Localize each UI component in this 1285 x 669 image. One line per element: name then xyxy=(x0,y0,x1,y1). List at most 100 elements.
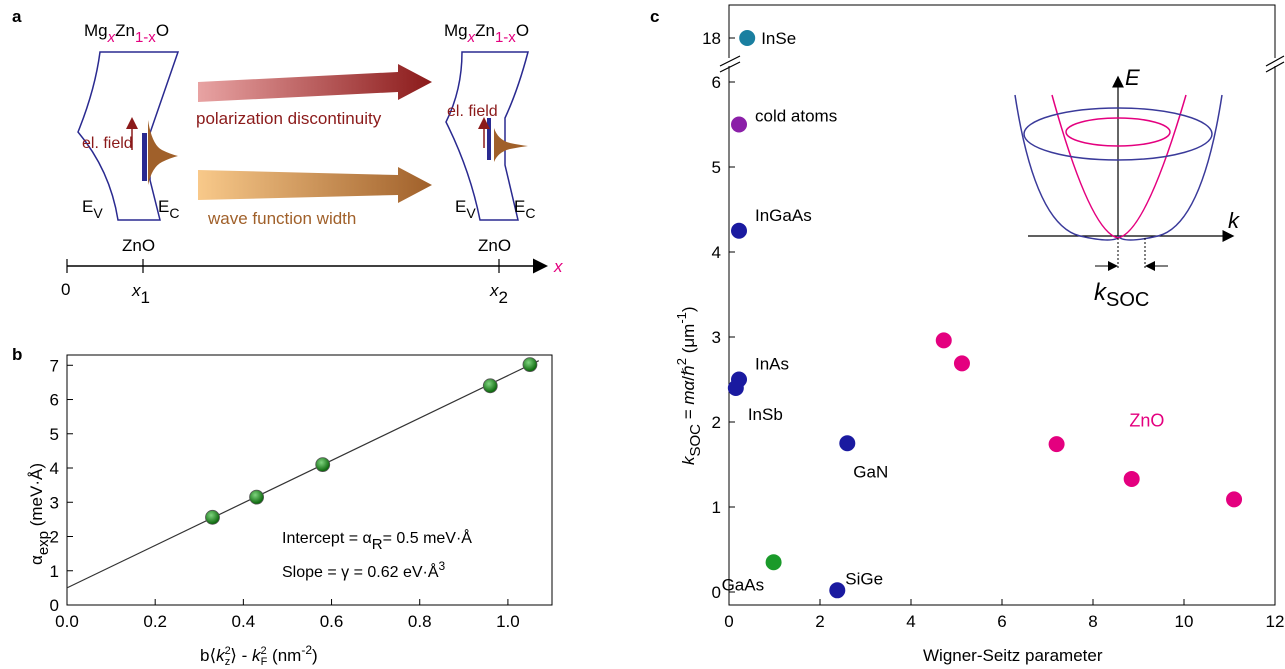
left-material-label: MgxZn1-xO xyxy=(84,21,169,46)
panel-b-ylabel: αexp (meV·Å) xyxy=(27,463,52,565)
c-xtick-label: 12 xyxy=(1266,612,1285,631)
wavefunction-label: wave function width xyxy=(207,209,356,228)
polarization-arrow xyxy=(198,64,432,102)
panel-c-frame xyxy=(728,4,1276,606)
c-xtick-label: 2 xyxy=(815,612,824,631)
intercept-annotation: Intercept = αR= 0.5 meV·Å xyxy=(282,528,472,553)
slope-annotation: Slope = γ = 0.62 eV·Å3 xyxy=(282,559,446,581)
inset-ksoc-label: kSOC xyxy=(1094,279,1149,311)
panel-a-zero-label: 0 xyxy=(61,280,70,299)
panel-b: b 0.0 0.2 0.4 0.6 0.8 1.0 0 1 2 3 4 5 6 7 Intercept =… xyxy=(12,345,553,668)
c-xtick-label: 10 xyxy=(1175,612,1194,631)
c-point-label: InSb xyxy=(748,405,783,424)
panel-a: a MgxZn1-xO el. field EV EC polarization… xyxy=(12,7,563,307)
panel-b-ticks: 0.0 0.2 0.4 0.6 0.8 1.0 0 1 2 3 4 5 6 7 xyxy=(50,356,520,631)
right-break-mark-2 xyxy=(1265,61,1285,73)
b-ytick-label: 4 xyxy=(50,459,59,478)
panel-c-ylabel: kSOC = mα/ℏ2 (μm-1) xyxy=(674,306,704,465)
c-data-point xyxy=(739,30,756,46)
right-material-label: MgxZn1-xO xyxy=(444,21,529,46)
c-point-label: GaAs xyxy=(722,575,765,594)
c-data-point xyxy=(1048,436,1065,453)
panel-b-xlabel: b⟨k2 z⟩ - k2 F (nm-2) xyxy=(200,643,318,668)
panel-b-points xyxy=(205,357,538,525)
c-point-label: InAs xyxy=(755,355,789,374)
c-ytick-label: 2 xyxy=(712,413,721,432)
right-field-label: el. field xyxy=(447,103,498,120)
left-ev-label: EV xyxy=(82,197,103,221)
inset-e-label: E xyxy=(1125,65,1140,90)
c-point-label: InGaAs xyxy=(755,206,812,225)
panel-b-frame xyxy=(66,354,553,606)
left-well xyxy=(142,133,147,181)
b-ytick-label: 3 xyxy=(50,493,59,512)
c-data-point xyxy=(1226,491,1243,508)
c-ytick-label: 3 xyxy=(712,328,721,347)
b-ytick-label: 1 xyxy=(50,562,59,581)
panel-b-letter: b xyxy=(12,345,22,364)
c-ytick-label: 5 xyxy=(712,158,721,177)
c-series-label: ZnO xyxy=(1129,410,1164,430)
x1-label: x1 xyxy=(131,281,150,307)
x2-material-label: ZnO xyxy=(478,236,511,255)
c-point-label: InSe xyxy=(761,29,796,48)
c-data-point xyxy=(765,554,782,571)
c-data-point xyxy=(731,116,748,133)
c-point-label: GaN xyxy=(853,462,888,481)
inset-dispersion: E k kSOC xyxy=(1014,65,1240,311)
b-ytick-label: 7 xyxy=(50,356,59,375)
polarization-label: polarization discontinuity xyxy=(196,109,382,128)
inset-inner-band xyxy=(1051,94,1187,239)
inset-outer-ellipse xyxy=(1023,107,1213,161)
c-data-point xyxy=(731,222,748,239)
left-break-mark-2 xyxy=(719,61,741,73)
right-well xyxy=(487,118,491,160)
inset-inner-ellipse xyxy=(1065,117,1171,147)
b-xtick-label: 1.0 xyxy=(496,612,520,631)
c-xtick-label: 8 xyxy=(1088,612,1097,631)
right-ec-label: EC xyxy=(514,197,535,221)
b-ytick-label: 2 xyxy=(50,528,59,547)
c-data-point xyxy=(953,355,970,372)
b-xtick-label: 0.4 xyxy=(232,612,256,631)
left-band-diagram xyxy=(77,51,180,221)
inset-k-label: k xyxy=(1228,208,1240,233)
c-point-label: cold atoms xyxy=(755,107,837,126)
panel-c-letter: c xyxy=(650,7,659,26)
c-ytick-label: 6 xyxy=(712,73,721,92)
c-ytick-break-label: 18 xyxy=(702,29,721,48)
panel-a-letter: a xyxy=(12,7,22,26)
b-ytick-label: 0 xyxy=(50,596,59,615)
c-data-point xyxy=(727,380,744,396)
b-xtick-label: 0.8 xyxy=(408,612,432,631)
b-xtick-label: 0.6 xyxy=(320,612,344,631)
panel-a-axis-var: x xyxy=(553,257,563,276)
panel-c-xlabel: Wigner-Seitz parameter xyxy=(923,646,1103,665)
right-break-gap xyxy=(1268,58,1282,66)
c-data-point xyxy=(829,582,846,599)
c-ytick-label: 0 xyxy=(712,583,721,602)
inset-right-band xyxy=(1117,94,1223,241)
panel-c-points: InSe cold atoms InGaAs InAs InSb GaN GaAs SiGe Z… xyxy=(722,29,1243,599)
c-xtick-label: 4 xyxy=(906,612,915,631)
c-data-point xyxy=(839,435,856,452)
c-data-point xyxy=(1123,470,1140,487)
right-band-diagram xyxy=(445,51,529,221)
x2-label: x2 xyxy=(489,281,508,307)
inset-left-band xyxy=(1014,94,1121,241)
c-point-label: SiGe xyxy=(845,569,883,588)
left-wavefunction xyxy=(148,120,178,185)
b-xtick-label: 0.2 xyxy=(143,612,167,631)
panel-b-fit-line xyxy=(66,360,540,589)
b-data-point xyxy=(315,457,331,472)
b-data-point xyxy=(249,489,264,505)
b-ytick-label: 6 xyxy=(50,391,59,410)
b-data-point xyxy=(482,378,498,394)
b-ytick-label: 5 xyxy=(50,425,59,444)
left-field-label: el. field xyxy=(82,135,133,152)
left-ec-label: EC xyxy=(158,197,179,221)
c-xtick-label: 0 xyxy=(724,612,733,631)
